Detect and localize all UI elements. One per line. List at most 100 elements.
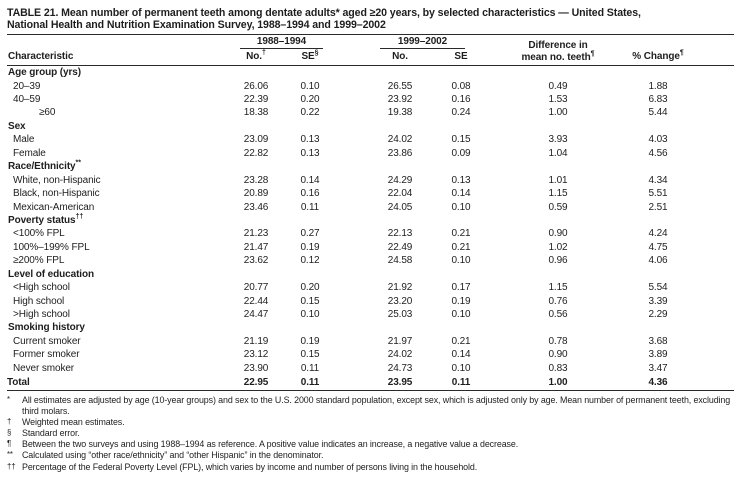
section-row: Poverty status†† bbox=[7, 214, 734, 227]
table-row: <100% FPL 21.23 0.27 22.13 0.21 0.90 4.24 bbox=[7, 227, 734, 240]
footnote-text: Weighted mean estimates. bbox=[22, 417, 125, 428]
footnotes: * All estimates are adjusted by age (10-y… bbox=[7, 395, 734, 473]
value-cell: 2.29 bbox=[648, 309, 668, 320]
value-cell: 23.90 bbox=[243, 362, 269, 374]
table-row: Female 22.82 0.13 23.86 0.09 1.04 4.56 bbox=[7, 147, 734, 160]
column-gap bbox=[335, 241, 367, 254]
column-gap bbox=[335, 200, 367, 213]
value-cell: 24.73 bbox=[387, 362, 413, 374]
value-cell: 0.49 bbox=[548, 80, 568, 92]
table-row: >High school 24.47 0.10 25.03 0.10 0.56 2.29 bbox=[7, 308, 734, 321]
value-cell: 0.16 bbox=[451, 94, 471, 105]
value-cell: 5.44 bbox=[648, 107, 668, 119]
no-header-1999: No. bbox=[392, 51, 408, 63]
row-label: 20–39 bbox=[13, 80, 41, 92]
value-cell: 3.39 bbox=[648, 295, 668, 307]
value-cell: 0.12 bbox=[300, 255, 320, 267]
value-cell: 23.20 bbox=[387, 295, 413, 307]
value-cell: 20.89 bbox=[243, 188, 269, 200]
right-margin-spacer bbox=[689, 200, 734, 213]
no-1988-footnote-mark: † bbox=[261, 50, 266, 58]
column-gap bbox=[335, 348, 367, 361]
value-cell: 21.92 bbox=[387, 282, 413, 294]
value-cell: 24.47 bbox=[243, 309, 269, 320]
value-cell: 1.04 bbox=[548, 147, 568, 159]
value-cell: 24.02 bbox=[387, 349, 413, 361]
value-cell: 0.10 bbox=[451, 255, 471, 267]
value-cell: 0.24 bbox=[451, 107, 471, 119]
difference-header: Difference in mean no. teeth¶ bbox=[489, 36, 627, 66]
value-cell: 0.14 bbox=[300, 174, 320, 186]
right-margin-spacer bbox=[689, 173, 734, 186]
value-cell: 18.38 bbox=[243, 107, 269, 119]
row-label: Mexican-American bbox=[13, 201, 95, 213]
row-label: High school bbox=[13, 295, 65, 307]
column-gap bbox=[335, 335, 367, 348]
footnote-text: All estimates are adjusted by age (10-ye… bbox=[22, 394, 731, 417]
value-cell: 24.02 bbox=[387, 134, 413, 146]
row-label: Total bbox=[7, 376, 30, 388]
value-cell: 22.49 bbox=[387, 241, 413, 253]
value-cell: 26.06 bbox=[243, 80, 269, 92]
column-gap bbox=[335, 308, 367, 321]
footnote-marker: † bbox=[7, 417, 12, 427]
row-label: >High school bbox=[13, 309, 70, 320]
column-gap bbox=[335, 294, 367, 307]
header-sub-row: No.† SE§ No. SE bbox=[7, 49, 734, 66]
table-row: ≥60 18.38 0.22 19.38 0.24 1.00 5.44 bbox=[7, 106, 734, 119]
value-cell: 1.00 bbox=[548, 107, 568, 119]
right-margin-spacer bbox=[689, 281, 734, 294]
value-cell: 0.76 bbox=[548, 295, 568, 307]
table-row: 20–39 26.06 0.10 26.55 0.08 0.49 1.88 bbox=[7, 79, 734, 92]
column-gap bbox=[335, 147, 367, 160]
value-cell: 0.15 bbox=[451, 134, 471, 146]
value-cell: 0.22 bbox=[300, 107, 320, 119]
value-cell: 3.47 bbox=[648, 362, 668, 374]
section-row: Age group (yrs) bbox=[7, 66, 734, 79]
value-cell: 22.44 bbox=[243, 295, 269, 307]
section-label: Level of education bbox=[8, 268, 94, 280]
table-title-line2: National Health and Nutrition Examinatio… bbox=[7, 19, 386, 32]
value-cell: 0.15 bbox=[300, 295, 320, 307]
table-body: Age group (yrs) 20–39 26.06 0.10 26.55 0.08 0.… bbox=[7, 66, 734, 391]
value-cell: 1.53 bbox=[548, 94, 568, 105]
column-gap bbox=[335, 281, 367, 294]
row-label: Current smoker bbox=[13, 335, 81, 347]
value-cell: 0.19 bbox=[451, 295, 471, 307]
section-label: Poverty status†† bbox=[8, 213, 84, 226]
value-cell: 0.13 bbox=[300, 134, 320, 146]
right-margin-spacer bbox=[689, 294, 734, 307]
total-row: Total 22.95 0.11 23.95 0.11 1.00 4.36 bbox=[7, 375, 734, 391]
footnote-marker: ¶ bbox=[7, 439, 12, 449]
section-footnote-mark: †† bbox=[75, 213, 84, 221]
right-margin-spacer bbox=[689, 335, 734, 348]
no-header-1988: No.† bbox=[246, 50, 266, 63]
document-page: TABLE 21. Mean number of permanent teeth… bbox=[7, 7, 734, 473]
row-label: ≥200% FPL bbox=[13, 255, 65, 267]
value-cell: 0.14 bbox=[451, 349, 471, 361]
row-label: Former smoker bbox=[13, 349, 80, 361]
value-cell: 21.47 bbox=[243, 241, 269, 253]
value-cell: 24.05 bbox=[387, 201, 413, 213]
value-cell: 24.58 bbox=[387, 255, 413, 267]
value-cell: 0.19 bbox=[300, 335, 320, 347]
value-cell: 23.09 bbox=[243, 134, 269, 146]
value-cell: 1.01 bbox=[548, 174, 568, 186]
value-cell: 21.19 bbox=[243, 335, 269, 347]
value-cell: 21.23 bbox=[243, 228, 269, 240]
value-cell: 0.17 bbox=[451, 282, 471, 294]
data-table: Characteristic 1988–1994 1999–2002 Diffe… bbox=[7, 36, 734, 391]
value-cell: 4.24 bbox=[648, 228, 668, 240]
value-cell: 0.10 bbox=[451, 309, 471, 320]
value-cell: 0.21 bbox=[451, 228, 471, 240]
section-label: Age group (yrs) bbox=[8, 67, 81, 79]
footnote-marker: § bbox=[7, 428, 12, 438]
value-cell: 5.54 bbox=[648, 282, 668, 294]
value-cell: 22.13 bbox=[387, 228, 413, 240]
column-gap bbox=[335, 93, 367, 106]
value-cell: 4.06 bbox=[648, 255, 668, 267]
value-cell: 23.92 bbox=[387, 94, 413, 105]
section-row: Level of education bbox=[7, 267, 734, 280]
value-cell: 4.75 bbox=[648, 241, 668, 253]
difference-header-line1: Difference in bbox=[528, 40, 588, 52]
